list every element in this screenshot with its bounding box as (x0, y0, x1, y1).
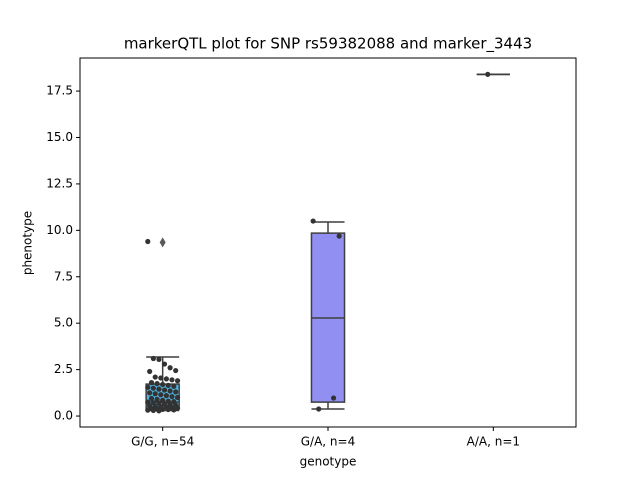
point (173, 367, 179, 374)
point (148, 395, 155, 402)
point (165, 382, 171, 389)
point (156, 356, 162, 363)
y-tick-label: 17.5 (46, 84, 73, 98)
chart-title: markerQTL plot for SNP rs59382088 and ma… (124, 35, 532, 54)
point (169, 393, 175, 400)
y-tick-label: 15.0 (46, 130, 73, 144)
point (154, 380, 160, 387)
point (330, 395, 337, 401)
point (150, 385, 156, 391)
point (147, 390, 153, 396)
point (174, 378, 181, 384)
point (152, 374, 158, 380)
point (147, 368, 153, 375)
y-tick-label: 5.0 (54, 316, 73, 330)
y-tick-label: 10.0 (46, 223, 73, 237)
x-tick-label: A/A, n=1 (467, 435, 520, 449)
point (163, 393, 169, 399)
y-tick-label: 7.5 (54, 269, 73, 283)
point (160, 381, 166, 388)
plot-frame (79, 57, 577, 428)
x-tick-label: G/G, n=54 (131, 435, 194, 449)
point (171, 383, 177, 389)
point (148, 380, 155, 386)
point (145, 238, 151, 245)
point (169, 377, 175, 383)
point (167, 365, 173, 371)
point (173, 389, 179, 395)
point (161, 387, 168, 393)
point (485, 71, 491, 77)
point (158, 375, 164, 381)
point (171, 407, 177, 413)
x-tick-label: G/A, n=4 (301, 435, 355, 449)
y-tick-label: 12.5 (46, 176, 73, 190)
point (167, 388, 173, 394)
point (161, 361, 168, 367)
x-axis-label: genotype (300, 455, 357, 469)
point (150, 355, 156, 362)
outlier (159, 237, 166, 248)
y-tick-label: 0.0 (54, 409, 73, 423)
point (316, 406, 322, 412)
point (156, 386, 162, 392)
point (150, 407, 156, 414)
point (145, 384, 151, 390)
point (310, 218, 316, 224)
point (158, 392, 164, 398)
point (152, 391, 158, 397)
y-tick-label: 2.5 (54, 362, 73, 376)
point (156, 408, 162, 414)
point (174, 394, 181, 401)
point (145, 407, 151, 413)
point (165, 406, 171, 413)
y-axis-label: phenotype (21, 211, 35, 275)
point (163, 376, 169, 382)
point (336, 233, 342, 239)
